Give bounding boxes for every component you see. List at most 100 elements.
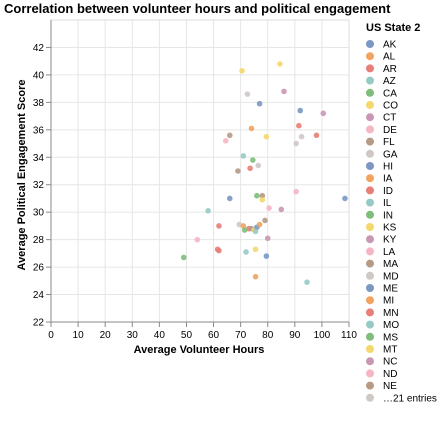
data-point [227, 132, 233, 139]
y-tick-label: 32 [33, 180, 45, 191]
data-point [241, 227, 248, 233]
legend-label: DE [383, 125, 397, 136]
y-tick-label: 38 [33, 98, 45, 109]
legend-label: HI [383, 162, 393, 173]
data-point [240, 153, 247, 159]
x-tick-label: 10 [73, 330, 85, 341]
data-point [266, 205, 272, 211]
y-axis: 22 24 26 28 30 32 34 36 38 40 42 [33, 20, 52, 329]
x-tick-label: 30 [127, 330, 139, 341]
legend-label: NE [383, 381, 397, 392]
data-point [205, 208, 211, 214]
legend-swatch [366, 137, 374, 146]
legend-swatch [366, 52, 374, 61]
y-axis-title: Average Political Engagement Score [16, 80, 28, 271]
data-point [227, 195, 233, 202]
legend-label: FL [383, 137, 395, 148]
legend-label: …21 entries [383, 393, 437, 404]
legend-swatch [366, 223, 374, 231]
legend-swatch [366, 284, 374, 292]
x-tick-label: 90 [289, 330, 301, 341]
data-point [281, 88, 287, 95]
y-tick-label: 22 [33, 318, 45, 329]
legend-label: AL [383, 52, 396, 63]
data-point [252, 273, 259, 280]
data-point [243, 249, 249, 255]
legend-swatch [366, 369, 374, 378]
x-tick-label: 100 [314, 330, 331, 341]
x-axis-title: Average Volunteer Hours [134, 344, 265, 356]
x-tick-label: 40 [154, 330, 166, 341]
legend-swatch [366, 393, 374, 402]
legend-swatch [366, 174, 374, 183]
legend-swatch [366, 345, 374, 353]
legend-swatch [366, 186, 374, 195]
data-point [293, 188, 299, 195]
data-point [256, 100, 263, 107]
data-point [263, 253, 270, 259]
data-point [247, 165, 253, 172]
x-tick-label: 110 [341, 330, 357, 341]
data-point [216, 223, 222, 229]
data-point [264, 235, 271, 242]
legend-swatch [366, 271, 374, 280]
data-point [259, 192, 266, 199]
data-point [244, 91, 251, 97]
data-point [297, 107, 304, 114]
data-point [342, 195, 348, 202]
legend-label: MD [383, 271, 399, 282]
legend-swatch [366, 320, 374, 329]
legend-title: US State 2 [366, 22, 420, 34]
plot-frame [50, 19, 350, 323]
grid [50, 20, 350, 323]
y-tick-label: 42 [33, 43, 45, 54]
legend-label: MA [383, 259, 398, 270]
data-point [180, 254, 187, 261]
legend-label: AR [383, 64, 397, 75]
data-point [262, 217, 268, 224]
data-point [296, 122, 302, 129]
legend-label: IN [383, 210, 393, 221]
legend-label: CA [383, 88, 397, 99]
legend-label: GA [383, 149, 398, 160]
data-point [216, 247, 222, 254]
data-point [235, 168, 241, 174]
legend-label: KY [383, 235, 397, 246]
legend-label: IL [383, 198, 392, 209]
data-point [259, 197, 266, 203]
legend-label: CO [383, 101, 398, 112]
y-tick-label: 36 [33, 125, 45, 136]
data-point [252, 228, 259, 235]
legend-label: IA [383, 174, 393, 185]
data-point [293, 140, 299, 147]
legend-label: MT [383, 345, 397, 356]
legend-swatch [366, 332, 374, 341]
y-tick-label: 28 [33, 235, 45, 246]
legend-swatch [366, 259, 374, 268]
x-tick-label: 60 [208, 330, 220, 341]
x-tick-label: 70 [235, 330, 247, 341]
data-point [254, 192, 260, 199]
data-point [250, 157, 256, 163]
legend-swatch [366, 40, 374, 48]
legend-swatch [366, 381, 374, 390]
data-point [252, 246, 259, 253]
legend-label: ND [383, 369, 397, 380]
legend-swatch [366, 235, 374, 244]
legend-swatch [366, 101, 374, 109]
data-points [180, 61, 348, 285]
data-point [194, 236, 201, 243]
y-tick-label: 30 [33, 208, 45, 219]
x-tick-label: 20 [100, 330, 112, 341]
legend-label: ME [383, 284, 398, 295]
legend-label: KS [383, 223, 397, 234]
data-point [278, 206, 285, 213]
legend-swatch [366, 162, 374, 170]
legend-label: MN [383, 308, 399, 319]
legend-label: CT [383, 113, 396, 124]
data-point [304, 279, 310, 285]
y-tick-label: 34 [33, 153, 45, 164]
data-point [263, 133, 270, 140]
